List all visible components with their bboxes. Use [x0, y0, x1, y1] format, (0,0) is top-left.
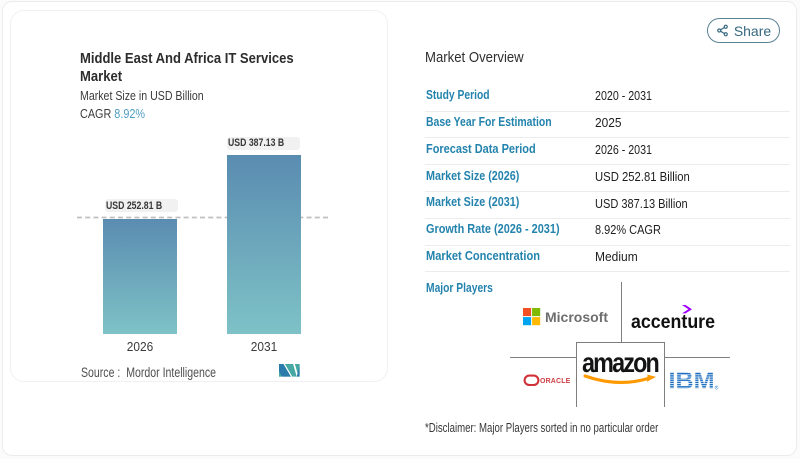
svg-text:IBM: IBM [668, 370, 714, 390]
svg-text:ORACLE: ORACLE [540, 378, 571, 385]
svg-text:®: ® [714, 384, 718, 390]
